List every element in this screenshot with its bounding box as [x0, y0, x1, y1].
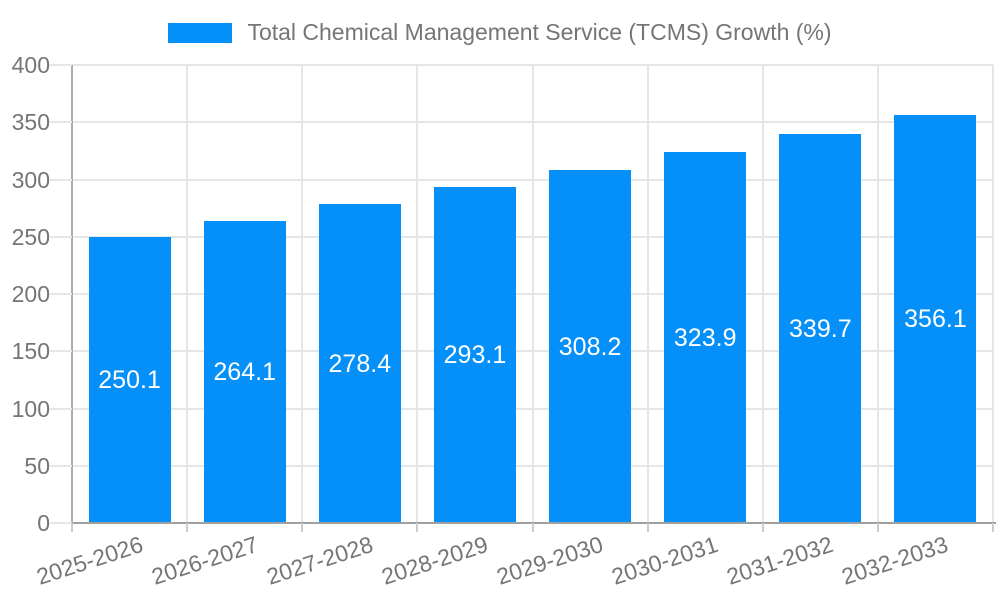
x-axis-tick-label: 2025-2026 — [32, 531, 146, 590]
bar-value-label: 250.1 — [98, 365, 161, 394]
x-axis-tick — [416, 523, 419, 532]
y-axis-tick — [50, 522, 72, 524]
bar-value-label: 293.1 — [443, 341, 507, 370]
gridline-x — [301, 65, 304, 523]
y-axis-tick-label: 150 — [11, 338, 50, 365]
y-axis-tick — [50, 464, 72, 467]
x-axis-tick-label: 2026-2027 — [148, 531, 261, 590]
bar[interactable]: 339.7 — [779, 134, 862, 523]
y-axis-tick — [50, 407, 72, 410]
x-axis-tick-label: 2029-2030 — [493, 531, 607, 590]
y-axis-tick-label: 300 — [11, 166, 50, 193]
x-axis-line — [58, 522, 996, 524]
x-axis-tick-label: 2031-2032 — [723, 531, 837, 590]
bar-value-label: 278.4 — [328, 349, 392, 378]
x-axis-tick — [301, 523, 304, 532]
gridline-x — [646, 65, 649, 523]
plot-area: 250.1 264.1 278.4 293.1 308.2 323.9 339.7 356.1 — [72, 64, 994, 523]
bar-value-label: 339.7 — [789, 314, 852, 343]
bar-value-label: 264.1 — [213, 357, 276, 386]
y-axis-tick — [50, 121, 72, 124]
x-axis-tick — [531, 523, 534, 532]
y-axis-tick — [50, 64, 72, 66]
x-axis-tick — [186, 523, 189, 532]
y-axis-tick-label: 50 — [24, 452, 50, 479]
y-axis-tick — [50, 350, 72, 353]
gridline-x — [531, 65, 534, 523]
y-axis-tick-label: 100 — [11, 395, 50, 422]
x-axis-tick — [876, 523, 879, 532]
gridline-x — [416, 65, 419, 523]
legend: Total Chemical Management Service (TCMS)… — [0, 19, 1000, 46]
y-axis-tick-label: 200 — [11, 281, 50, 307]
y-axis-tick-label: 250 — [11, 223, 50, 250]
x-axis-tick-label: 2028-2029 — [378, 531, 491, 590]
bar[interactable]: 308.2 — [549, 170, 632, 523]
legend-label: Total Chemical Management Service (TCMS)… — [247, 19, 832, 45]
y-axis-tick-label: 400 — [11, 52, 50, 78]
x-axis-tick — [71, 523, 73, 532]
gridline-x — [876, 65, 879, 523]
y-axis-tick — [50, 235, 72, 238]
bar-value-label: 356.1 — [904, 305, 967, 334]
bar[interactable]: 356.1 — [894, 115, 977, 523]
bar[interactable]: 293.1 — [433, 187, 516, 523]
bar[interactable]: 278.4 — [318, 204, 401, 523]
bar-value-label: 308.2 — [558, 332, 622, 361]
gridline-x — [992, 65, 994, 523]
y-axis-line — [71, 65, 73, 523]
gridline-x — [186, 65, 189, 523]
y-axis-tick — [50, 293, 72, 295]
y-axis-tick-label: 0 — [37, 510, 50, 536]
x-axis-tick-label: 2030-2031 — [608, 531, 722, 590]
legend-swatch — [168, 22, 233, 43]
x-axis-tick — [761, 523, 764, 532]
bar-value-label: 323.9 — [673, 323, 737, 352]
x-axis-tick — [992, 523, 994, 532]
x-axis-tick-label: 2032-2033 — [838, 531, 952, 590]
bar[interactable]: 323.9 — [664, 152, 747, 523]
y-axis-tick — [50, 178, 72, 181]
x-axis-tick-label: 2027-2028 — [263, 531, 376, 590]
y-axis-tick-label: 350 — [11, 109, 50, 136]
bar[interactable]: 250.1 — [88, 236, 171, 523]
gridline-x — [761, 65, 764, 523]
x-axis-tick — [646, 523, 649, 532]
bar[interactable]: 264.1 — [203, 220, 286, 523]
